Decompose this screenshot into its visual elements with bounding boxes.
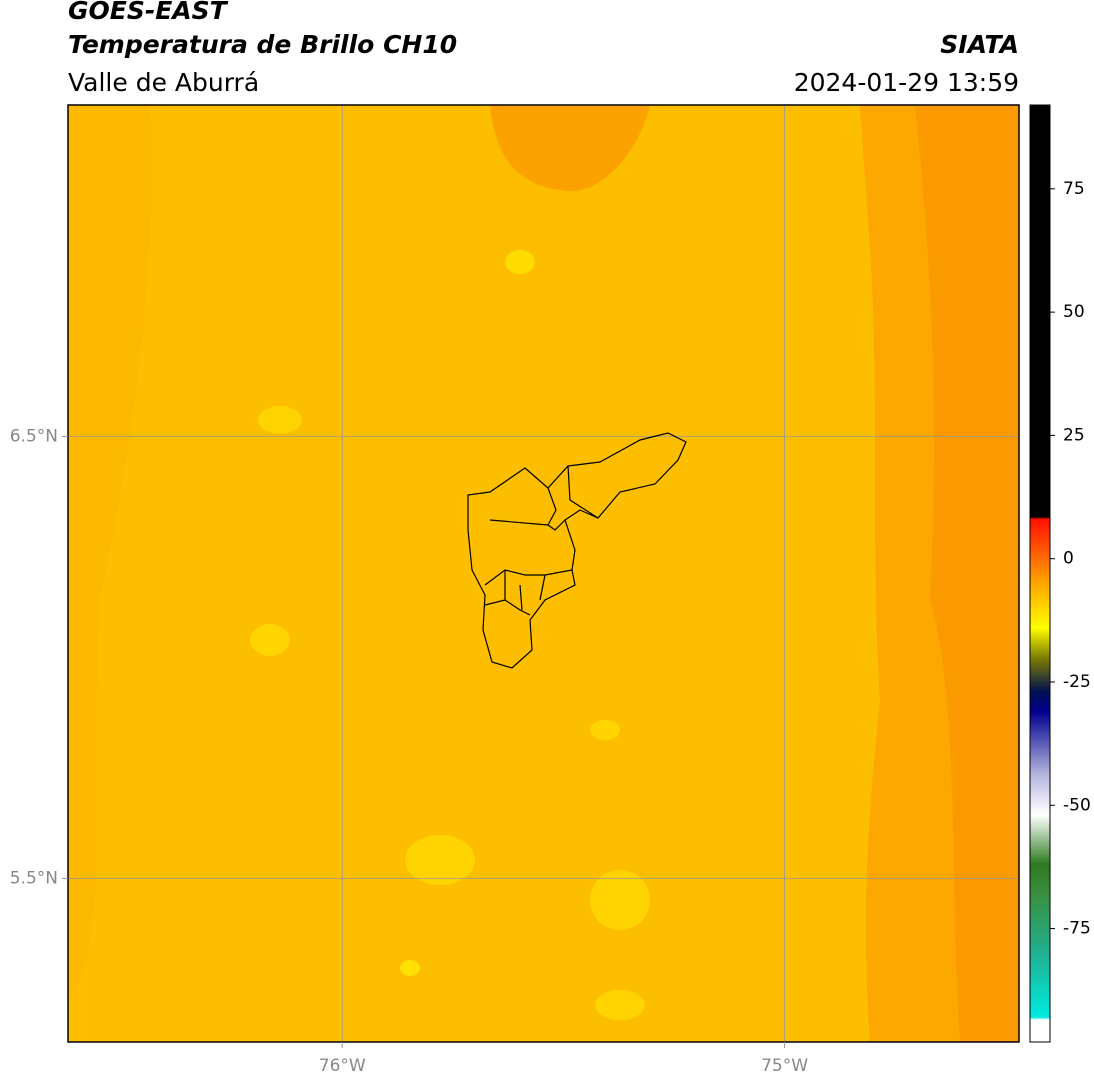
colorbar-tick-label: -25: [1063, 672, 1091, 692]
colorbar-tick-label: 75: [1063, 179, 1085, 199]
colorbar-tick-label: 0: [1063, 549, 1074, 569]
y-tick-label: 6.5°N: [10, 426, 58, 446]
datetime: 2024-01-29 13:59: [794, 68, 1019, 97]
satellite-field: [68, 105, 1019, 1042]
municipality-outline: [467, 432, 687, 669]
x-tick-label: 76°W: [319, 1056, 366, 1076]
colorbar: [1029, 104, 1051, 1043]
title: GOES-EAST: [68, 0, 229, 25]
grid: [68, 105, 1019, 1042]
source: SIATA: [940, 30, 1019, 59]
map-frame: [67, 104, 1020, 1043]
colorbar-tick-label: 50: [1063, 302, 1085, 322]
region: Valle de Aburrá: [68, 68, 259, 97]
x-tick-label: 75°W: [761, 1056, 808, 1076]
y-tick-label: 5.5°N: [10, 868, 58, 888]
colorbar-tick-label: -50: [1063, 795, 1091, 815]
colorbar-tick-label: 25: [1063, 425, 1085, 445]
subtitle: Temperatura de Brillo CH10: [68, 30, 457, 59]
colorbar-tick-label: -75: [1063, 919, 1091, 939]
